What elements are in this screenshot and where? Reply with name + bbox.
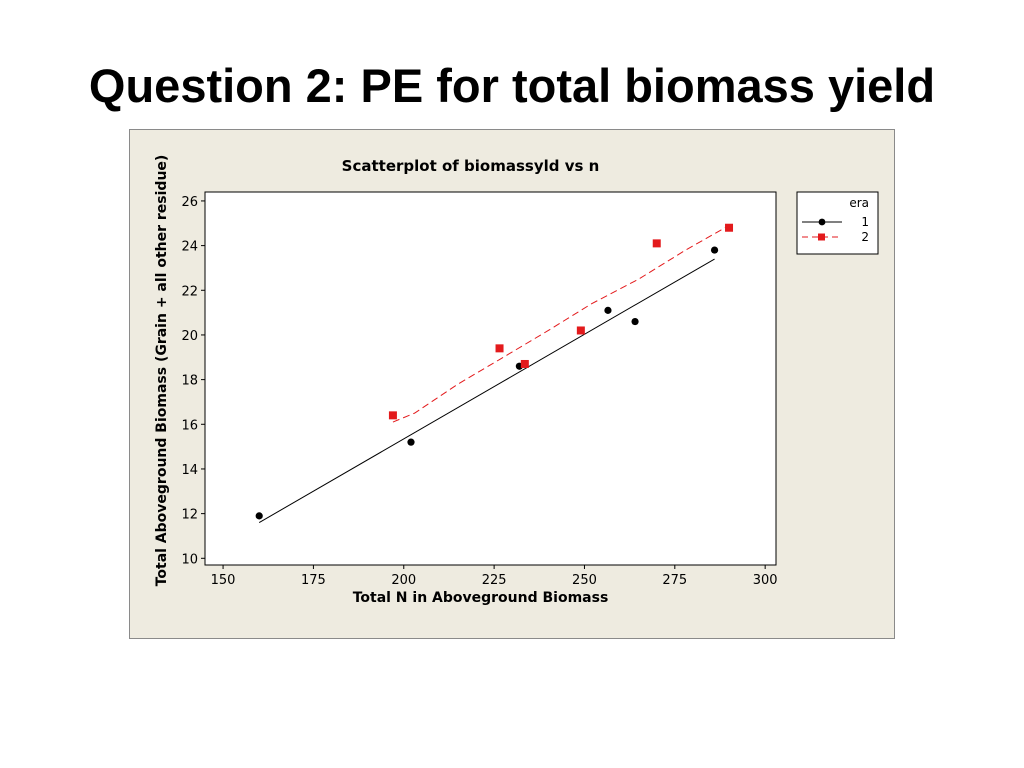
y-tick-label: 22 xyxy=(181,284,198,299)
y-tick-label: 12 xyxy=(181,508,198,523)
slide-title: Question 2: PE for total biomass yield xyxy=(88,59,936,112)
series-1-point xyxy=(710,246,719,254)
y-axis-label: Total Aboveground Biomass (Grain + all o… xyxy=(154,155,170,587)
legend-title: era xyxy=(849,196,869,210)
series-2-point xyxy=(576,326,585,335)
series-1-fit-line xyxy=(258,258,715,523)
legend-label-2: 2 xyxy=(861,230,869,244)
y-tick-label: 10 xyxy=(181,552,198,567)
plot-area xyxy=(204,191,777,566)
y-tick-label: 16 xyxy=(181,418,198,433)
x-tick-label: 300 xyxy=(753,573,778,588)
series-1-point xyxy=(407,438,415,446)
y-tick-label: 26 xyxy=(181,195,198,210)
series-1-point xyxy=(631,317,639,326)
chart-title: Scatterplot of biomassyld vs n xyxy=(342,157,600,175)
legend-marker-1 xyxy=(818,218,826,226)
y-tick-label: 14 xyxy=(181,463,198,478)
x-tick-label: 250 xyxy=(572,573,597,588)
series-1-point xyxy=(255,512,263,520)
y-tick-label: 24 xyxy=(181,240,198,255)
y-tick-label: 20 xyxy=(181,329,198,344)
series-2-point xyxy=(725,223,734,232)
series-1-point xyxy=(604,306,612,314)
series-2-point xyxy=(495,344,504,353)
series-2-point xyxy=(652,239,661,248)
legend-label-1: 1 xyxy=(861,215,869,229)
x-axis-label: Total N in Aboveground Biomass xyxy=(353,590,609,606)
series-2-fit-line xyxy=(392,225,730,423)
legend-marker-2 xyxy=(818,233,825,241)
series-2-point xyxy=(520,359,529,368)
scatter-chart: Scatterplot of biomassyld vs n 150 175 200 2… xyxy=(154,155,879,606)
x-tick-label: 275 xyxy=(662,573,687,588)
y-tick-label: 18 xyxy=(181,374,198,389)
legend-box xyxy=(796,191,879,255)
series-2-point xyxy=(388,411,397,420)
x-tick-label: 200 xyxy=(391,573,416,588)
x-tick-label: 225 xyxy=(482,573,507,588)
x-tick-label: 175 xyxy=(301,573,326,588)
chart-frame: Scatterplot of biomassyld vs n 150 175 200 2… xyxy=(129,129,895,639)
x-tick-label: 150 xyxy=(211,573,236,588)
